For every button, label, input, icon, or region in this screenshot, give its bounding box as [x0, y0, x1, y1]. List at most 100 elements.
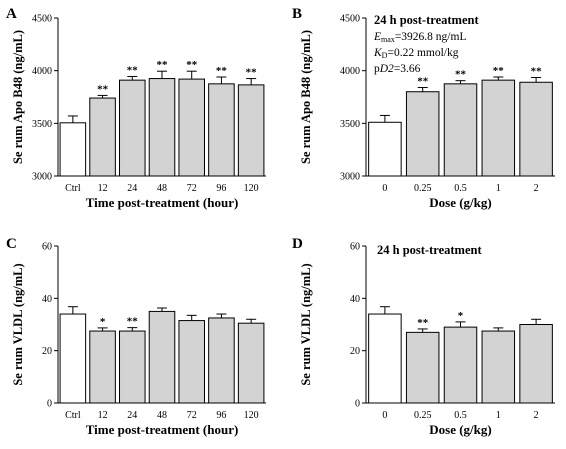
- significance-label: **: [455, 69, 467, 81]
- significance-label: **: [246, 67, 258, 79]
- error-bar: [67, 306, 78, 315]
- annotation: 24 h post-treatment Emax=3926.8 ng/mL KD=0…: [373, 13, 479, 75]
- significance-label: **: [417, 317, 429, 329]
- x-tick-label: 0.5: [454, 410, 467, 421]
- x-tick-label: 96: [216, 410, 226, 421]
- y-axis-title: Se rum Apo B48 (ng/mL): [11, 30, 25, 164]
- error-bar: [186, 70, 197, 80]
- error-bar: [67, 115, 78, 123]
- x-tick-label: 24: [127, 183, 137, 194]
- x-tick-label: 48: [157, 183, 167, 194]
- x-tick-label: Ctrl: [65, 410, 81, 421]
- significance-label: *: [458, 310, 464, 322]
- significance-label: **: [127, 316, 139, 328]
- y-axis-title: Se rum VLDL (ng/mL): [299, 263, 313, 385]
- x-tick-label: 96: [216, 183, 226, 194]
- error-bar: [417, 87, 428, 92]
- error-bar: [379, 306, 390, 315]
- error-bar: [97, 94, 108, 99]
- y-tick-label: 4000: [340, 66, 360, 77]
- error-bar: [455, 80, 466, 84]
- panel-label: D: [292, 236, 303, 252]
- y-tick-label: 40: [350, 294, 360, 305]
- x-tick-label: 1: [496, 183, 501, 194]
- panel-label: C: [6, 236, 17, 252]
- bar: [237, 84, 265, 177]
- bar: [59, 313, 87, 404]
- bar: [178, 78, 205, 177]
- y-tick-label: 4000: [32, 66, 52, 77]
- error-bar: [157, 307, 167, 312]
- bar: [178, 320, 205, 404]
- x-tick-label: 1: [496, 410, 501, 421]
- x-tick-label: 48: [157, 410, 167, 421]
- bar: [208, 317, 235, 404]
- panel-label: A: [6, 6, 17, 22]
- bar: [119, 79, 146, 177]
- bar: [237, 322, 265, 404]
- error-bar: [455, 321, 466, 328]
- panel-a: A 3000 3500 4000 4500 ** ** ** ** ** ** Ctrl 12 24 48 7…: [6, 6, 266, 210]
- x-tick-label: 120: [244, 410, 259, 421]
- y-tick-label: 20: [42, 346, 52, 357]
- x-tick-label: 0.25: [414, 410, 432, 421]
- annotation-title: 24 h post-treatment: [374, 13, 479, 27]
- panel-b: B 3000 3500 4000 4500 ** ** ** ** 0 0.25 0.5 1 2 Dose …: [292, 6, 555, 210]
- y-tick-label: 0: [355, 399, 360, 410]
- x-axis-title: Dose (g/kg): [429, 195, 491, 210]
- bars: ***: [59, 306, 265, 404]
- y-axis-title: Se rum VLDL (ng/mL): [11, 263, 25, 385]
- error-bar: [493, 327, 504, 332]
- y-tick-label: 4500: [340, 14, 360, 25]
- significance-label: **: [186, 59, 198, 71]
- bar: [368, 121, 402, 177]
- error-bar: [246, 78, 257, 85]
- x-tick-label: Ctrl: [65, 183, 81, 194]
- bar: [519, 324, 553, 404]
- annotation: 24 h post-treatment: [377, 243, 482, 257]
- y-tick-label: 40: [42, 294, 52, 305]
- x-tick-label: 120: [244, 183, 259, 194]
- y-tick-label: 3500: [32, 119, 52, 130]
- x-tick-label: 72: [187, 183, 197, 194]
- annotation-title: 24 h post-treatment: [377, 243, 482, 257]
- x-axis-title: Time post-treatment (hour): [86, 195, 239, 210]
- bar: [368, 313, 402, 404]
- x-axis-title: Time post-treatment (hour): [86, 422, 239, 437]
- significance-label: *: [100, 316, 106, 328]
- error-bar: [97, 327, 108, 332]
- bar: [148, 78, 176, 177]
- x-tick-label: 2: [534, 410, 539, 421]
- significance-label: **: [531, 66, 543, 78]
- significance-label: **: [157, 59, 169, 71]
- y-axis-title: Se rum Apo B48 (ng/mL): [299, 30, 313, 164]
- error-bar: [216, 76, 227, 84]
- x-tick-label: 0.5: [454, 183, 467, 194]
- bar: [443, 83, 478, 177]
- error-bar: [157, 70, 167, 79]
- bar: [481, 79, 516, 177]
- error-bar: [186, 314, 197, 321]
- bar: [481, 330, 516, 404]
- error-bar: [379, 114, 390, 123]
- significance-label: **: [97, 83, 109, 95]
- x-tick-label: 0: [382, 410, 387, 421]
- bar: [208, 83, 235, 177]
- error-bar: [127, 327, 138, 332]
- bar: [519, 81, 553, 177]
- bar: [89, 330, 116, 404]
- bar: [59, 122, 87, 177]
- significance-label: **: [493, 65, 505, 77]
- y-tick-label: 4500: [32, 14, 52, 25]
- x-tick-label: 0: [382, 183, 387, 194]
- error-bar: [417, 328, 428, 333]
- bar: [119, 330, 146, 404]
- error-bar: [216, 313, 227, 318]
- bars: ** ** ** ** ** **: [59, 59, 265, 177]
- bars: ** ** ** **: [368, 65, 553, 177]
- bar: [148, 310, 176, 404]
- x-tick-label: 0.25: [414, 183, 432, 194]
